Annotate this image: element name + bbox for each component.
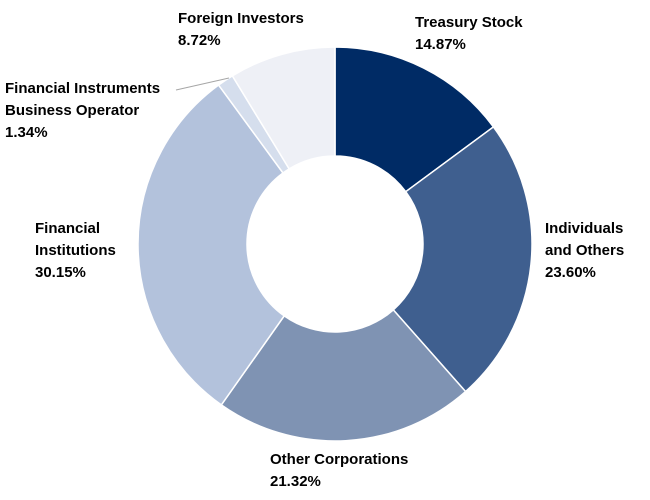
- leader-line: [175, 77, 230, 91]
- value-label: 14.87%: [415, 36, 466, 53]
- category-label: Individuals and Others: [545, 220, 625, 259]
- value-label: 21.32%: [270, 473, 321, 490]
- donut-slice: [392, 125, 533, 393]
- slice-label: Financial Instruments Business Operator 1…: [5, 78, 175, 144]
- slice-label: Financial Institutions 30.15%: [35, 218, 135, 284]
- donut-slice: [137, 84, 286, 406]
- slice-label: Other Corporations 21.32%: [270, 449, 470, 493]
- value-label: 23.60%: [545, 264, 596, 281]
- value-label: 1.34%: [5, 124, 48, 141]
- category-label: Other Corporations: [270, 451, 409, 468]
- slice-label: Individuals and Others 23.60%: [545, 218, 645, 284]
- category-label: Treasury Stock: [415, 14, 523, 31]
- donut-slice: [231, 46, 336, 170]
- category-label: Foreign Investors: [178, 10, 304, 27]
- category-label: Financial Instruments Business Operator: [5, 80, 161, 119]
- slice-label: Foreign Investors 8.72%: [178, 8, 328, 52]
- slice-label: Treasury Stock 14.87%: [415, 12, 565, 56]
- donut-slice: [220, 308, 467, 442]
- value-label: 8.72%: [178, 32, 221, 49]
- value-label: 30.15%: [35, 264, 86, 281]
- category-label: Financial Institutions: [35, 220, 116, 259]
